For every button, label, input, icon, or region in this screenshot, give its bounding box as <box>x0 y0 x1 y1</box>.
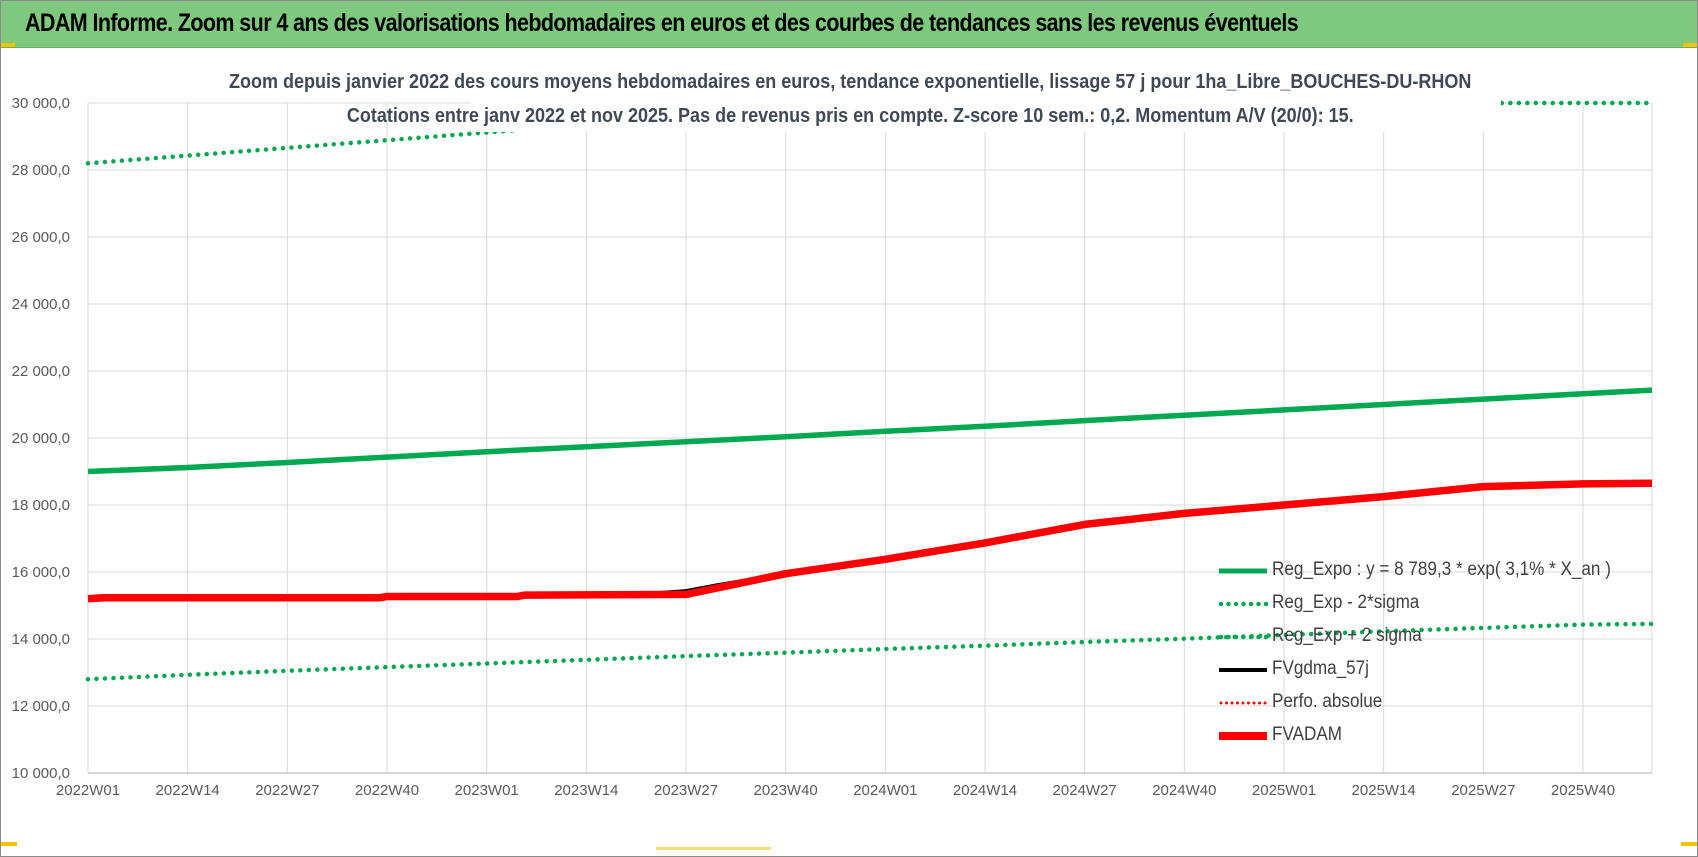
y-tick-label: 26 000,0 <box>12 229 70 246</box>
x-tick-label: 2024W27 <box>1053 782 1117 799</box>
series-line-1 <box>85 125 551 166</box>
y-tick-label: 30 000,0 <box>12 95 70 112</box>
corner-marker-bottom-right <box>1681 842 1697 846</box>
report-title: ADAM Informe. Zoom sur 4 ans des valoris… <box>25 9 1299 37</box>
series-line-2 <box>85 621 1655 682</box>
legend-swatch-dotted-green <box>1219 601 1269 607</box>
x-tick-label: 2022W14 <box>156 782 220 799</box>
y-tick-label: 28 000,0 <box>12 162 70 179</box>
x-tick-label: 2023W40 <box>754 782 818 799</box>
legend-swatch-solid-black <box>1219 668 1267 672</box>
chart-subtitle: Cotations entre janv 2022 et nov 2025. P… <box>346 105 1354 127</box>
y-tick-label: 14 000,0 <box>12 631 70 648</box>
title-backdrop <box>471 62 1501 132</box>
legend-swatch-thick-red <box>1219 732 1267 740</box>
legend-label-reg-expo: Reg_Expo : y = 8 789,3 * exp( 3,1% * X_a… <box>1272 559 1611 580</box>
legend-label-reg-exp-plus: Reg_Exp + 2 sigma <box>1272 625 1422 646</box>
y-tick-label: 10 000,0 <box>12 765 70 782</box>
corner-marker-bottom-left <box>1 842 17 846</box>
report-banner: ADAM Informe. Zoom sur 4 ans des valoris… <box>1 1 1697 48</box>
legend-swatch-dotted-green-2 <box>1219 634 1269 640</box>
x-tick-label: 2023W14 <box>554 782 618 799</box>
legend-label-fvadam: FVADAM <box>1272 724 1342 745</box>
y-tick-label: 24 000,0 <box>12 296 70 313</box>
chart-plot-area: 10 000,0 12 000,0 14 000,0 16 000,0 18 000,0… <box>12 62 1655 799</box>
axis-labels: 10 000,0 12 000,0 14 000,0 16 000,0 18 000,0… <box>12 95 1616 799</box>
legend-label-perfo-absolue: Perfo. absolue <box>1272 691 1383 712</box>
y-tick-label: 16 000,0 <box>12 564 70 581</box>
x-tick-label: 2023W27 <box>654 782 718 799</box>
x-tick-label: 2025W14 <box>1352 782 1416 799</box>
x-tick-label: 2022W27 <box>255 782 319 799</box>
x-tick-label: 2022W40 <box>355 782 419 799</box>
legend-label-reg-exp-minus: Reg_Exp - 2*sigma <box>1272 592 1420 613</box>
legend-swatch-solid-green <box>1219 568 1267 574</box>
series-line-5 <box>87 479 1653 603</box>
y-tick-label: 20 000,0 <box>12 430 70 447</box>
x-tick-label: 2024W14 <box>953 782 1017 799</box>
series-line-3 <box>87 481 1653 601</box>
x-tick-label: 2023W01 <box>455 782 519 799</box>
legend-label-fvgdma: FVgdma_57j <box>1272 658 1369 679</box>
x-tick-label: 2022W01 <box>56 782 120 799</box>
chart-title: Zoom depuis janvier 2022 des cours moyen… <box>228 71 1472 93</box>
corner-marker-top-left <box>1 43 15 47</box>
x-tick-label: 2025W40 <box>1551 782 1615 799</box>
y-tick-label: 18 000,0 <box>12 497 70 514</box>
series-line-0 <box>87 387 1653 475</box>
series-lines <box>85 100 1655 682</box>
grid-lines <box>87 102 1653 774</box>
x-tick-label: 2025W01 <box>1252 782 1316 799</box>
legend-swatch-dotted-red <box>1219 701 1269 705</box>
corner-marker-top-right <box>1683 43 1697 47</box>
title-mask <box>471 62 1501 132</box>
x-tick-label: 2024W40 <box>1152 782 1216 799</box>
x-tick-label: 2025W27 <box>1451 782 1515 799</box>
x-tick-label: 2024W01 <box>853 782 917 799</box>
selection-marker-bottom <box>656 847 771 850</box>
y-tick-label: 12 000,0 <box>12 698 70 715</box>
y-tick-label: 22 000,0 <box>12 363 70 380</box>
